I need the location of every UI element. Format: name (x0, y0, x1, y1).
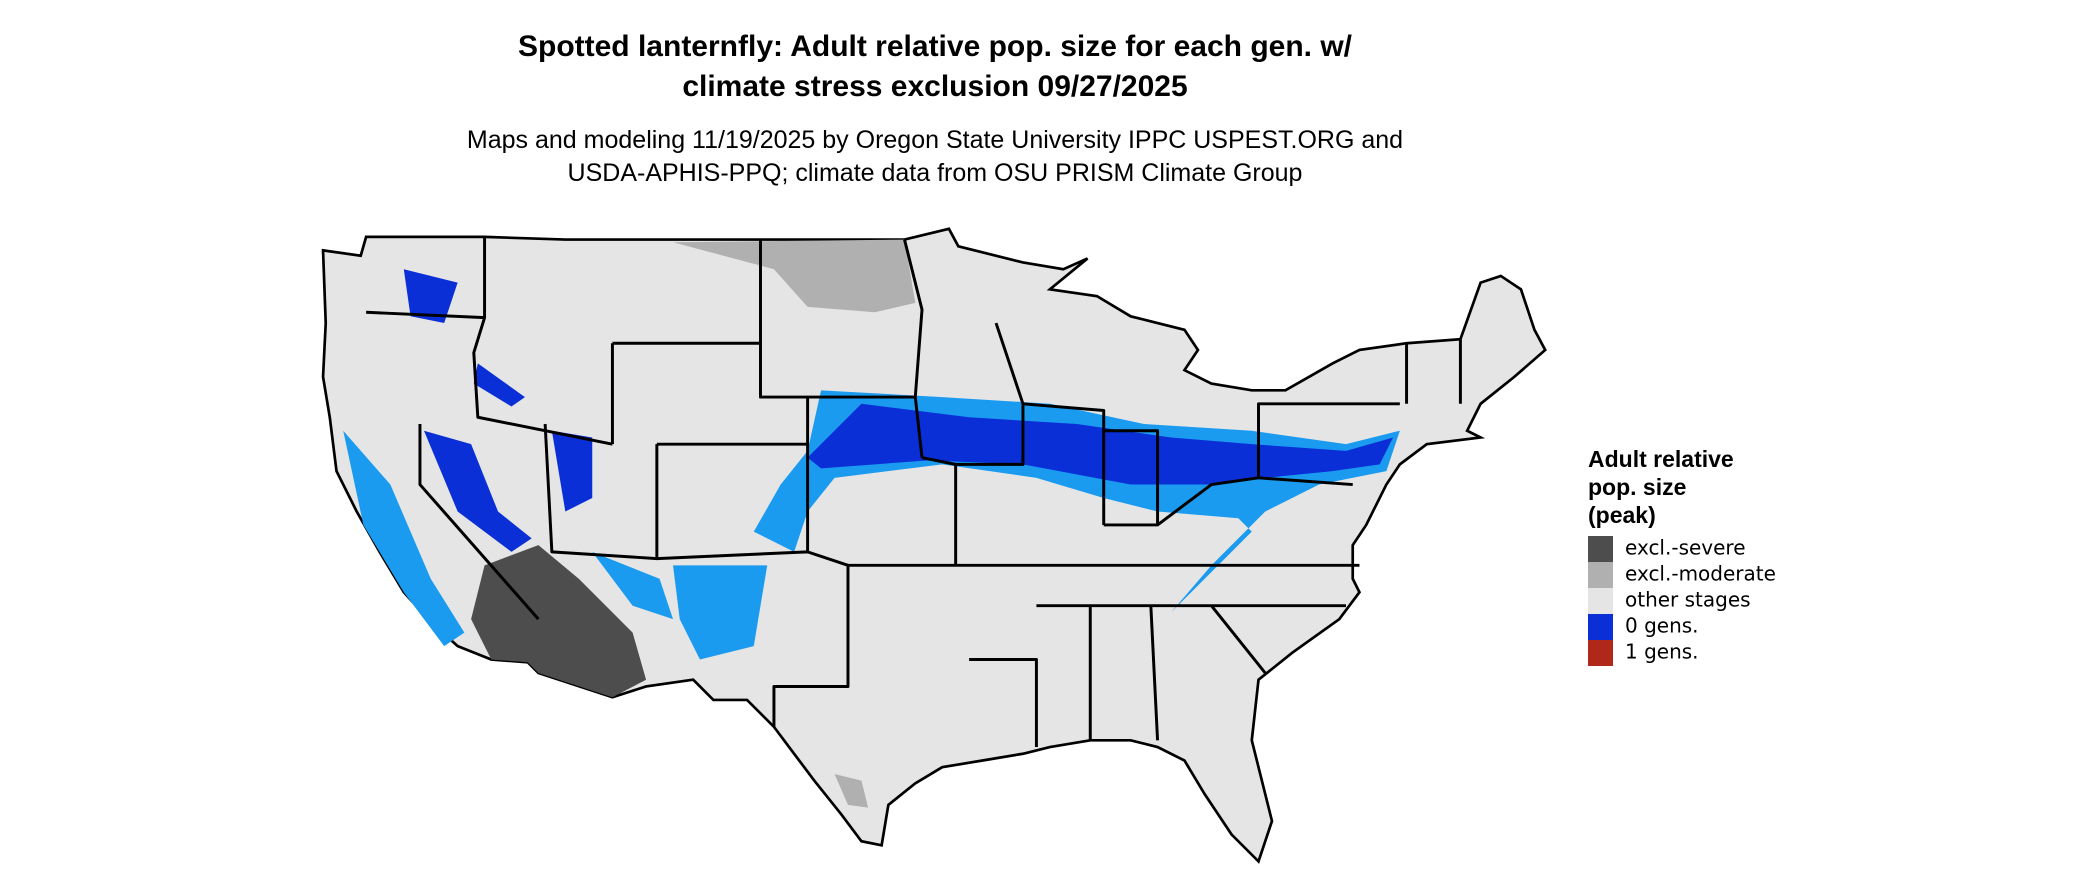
legend-swatch (1588, 562, 1613, 588)
state-border (366, 236, 1462, 748)
legend-swatch (1588, 588, 1613, 614)
legend-title-line: Adult relative (1588, 446, 1734, 472)
blue-area (807, 403, 1394, 485)
title-line: Spotted lanternfly: Adult relative pop. … (518, 30, 1353, 63)
subtitle-line: USDA-APHIS-PPQ; climate data from OSU PR… (568, 159, 1303, 187)
legend-title-line: pop. size (1588, 474, 1686, 500)
blue-area (403, 269, 458, 324)
legend-label: 0 gens. (1625, 614, 1699, 638)
legend-label: excl.-severe (1625, 536, 1746, 560)
legend-label: 1 gens. (1625, 640, 1699, 664)
excl-moderate-area (673, 239, 916, 313)
blue-area (343, 430, 465, 647)
legend-swatch (1588, 640, 1613, 666)
blue-area (673, 565, 768, 660)
legend-label: other stages (1625, 588, 1751, 612)
legend-swatch (1588, 614, 1613, 640)
blue-area (592, 551, 673, 620)
us-land (321, 227, 1547, 864)
excl-moderate-area (834, 773, 869, 808)
legend-title-line: (peak) (1588, 502, 1656, 528)
legend-swatch (1588, 536, 1613, 562)
blue-area (423, 430, 532, 552)
us-map (321, 227, 1547, 864)
legend-label: excl.-moderate (1625, 562, 1776, 586)
blue-area (473, 363, 525, 407)
title-line: climate stress exclusion 09/27/2025 (682, 70, 1187, 103)
excl-severe-area (471, 545, 647, 698)
subtitle-line: Maps and modeling 11/19/2025 by Oregon S… (467, 126, 1403, 154)
